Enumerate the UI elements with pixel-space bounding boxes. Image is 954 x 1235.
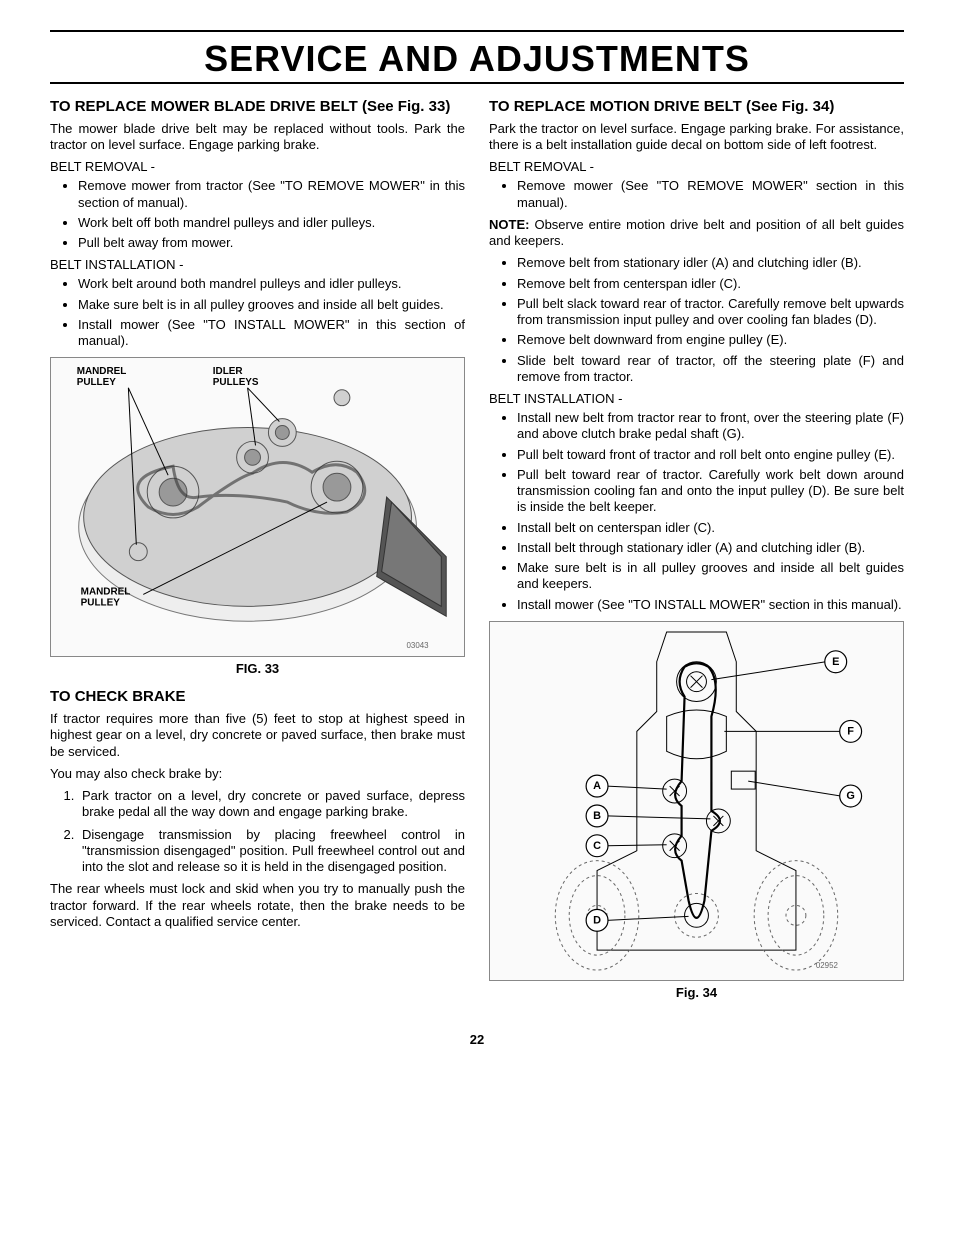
svg-text:G: G: [846, 790, 855, 802]
list-item: Install mower (See "TO INSTALL MOWER" in…: [78, 317, 465, 350]
list-item: Make sure belt is in all pulley grooves …: [517, 560, 904, 593]
intro-blade-belt: The mower blade drive belt may be replac…: [50, 121, 465, 154]
figure-33: MANDRELPULLEY IDLERPULLEYS MANDRELPULLEY…: [50, 357, 465, 657]
two-column-layout: TO REPLACE MOWER BLADE DRIVE BELT (See F…: [50, 98, 904, 1012]
right-column: TO REPLACE MOTION DRIVE BELT (See Fig. 3…: [489, 98, 904, 1012]
fig33-partnum: 03043: [406, 641, 429, 650]
note-line: NOTE: Observe entire motion drive belt a…: [489, 217, 904, 250]
intro-motion-belt: Park the tractor on level surface. Engag…: [489, 121, 904, 154]
callout-F: F: [840, 720, 862, 742]
heading-check-brake: TO CHECK BRAKE: [50, 688, 465, 707]
list-item: Work belt around both mandrel pulleys an…: [78, 276, 465, 292]
list-motion-install: Install new belt from tractor rear to fr…: [489, 410, 904, 613]
note-text: Observe entire motion drive belt and pos…: [489, 217, 904, 248]
list-item: Remove mower from tractor (See "TO REMOV…: [78, 178, 465, 211]
label-belt-install-right: BELT INSTALLATION -: [489, 391, 904, 406]
list-item: Pull belt away from mower.: [78, 235, 465, 251]
page-title: SERVICE AND ADJUSTMENTS: [50, 38, 904, 80]
list-blade-removal: Remove mower from tractor (See "TO REMOV…: [50, 178, 465, 251]
list-item: Remove belt from stationary idler (A) an…: [517, 255, 904, 271]
list-item: Remove belt downward from engine pulley …: [517, 332, 904, 348]
list-item: Pull belt toward front of tractor and ro…: [517, 447, 904, 463]
callout-E: E: [825, 651, 847, 673]
list-item: Install belt through stationary idler (A…: [517, 540, 904, 556]
fig33-label-mandrel-top: MANDRELPULLEY: [77, 366, 127, 388]
figure-34: E F G A B C D 02952: [489, 621, 904, 981]
list-item: Remove belt from centerspan idler (C).: [517, 276, 904, 292]
svg-text:D: D: [593, 914, 601, 926]
fig34-caption: Fig. 34: [489, 985, 904, 1000]
brake-p3: The rear wheels must lock and skid when …: [50, 881, 465, 930]
brake-p1: If tractor requires more than five (5) f…: [50, 711, 465, 760]
fig33-label-idler: IDLERPULLEYS: [213, 366, 259, 388]
svg-text:F: F: [847, 725, 854, 737]
label-belt-removal-right: BELT REMOVAL -: [489, 159, 904, 174]
fig33-caption: FIG. 33: [50, 661, 465, 676]
svg-text:A: A: [593, 780, 601, 792]
list-item: Disengage transmission by placing freewh…: [78, 827, 465, 876]
rule-bottom: [50, 82, 904, 84]
rule-top: [50, 30, 904, 32]
svg-text:C: C: [593, 840, 601, 852]
list-item: Install new belt from tractor rear to fr…: [517, 410, 904, 443]
callout-C: C: [586, 835, 608, 857]
brake-p2: You may also check brake by:: [50, 766, 465, 782]
list-item: Install mower (See "TO INSTALL MOWER" se…: [517, 597, 904, 613]
brake-steps: Park tractor on a level, dry concrete or…: [50, 788, 465, 875]
callout-B: B: [586, 805, 608, 827]
fig34-partnum: 02952: [816, 961, 839, 970]
page-number: 22: [50, 1032, 904, 1047]
heading-replace-motion-belt: TO REPLACE MOTION DRIVE BELT (See Fig. 3…: [489, 98, 904, 117]
list-item: Make sure belt is in all pulley grooves …: [78, 297, 465, 313]
list-item: Remove mower (See "TO REMOVE MOWER" sect…: [517, 178, 904, 211]
heading-replace-blade-belt: TO REPLACE MOWER BLADE DRIVE BELT (See F…: [50, 98, 465, 117]
callout-D: D: [586, 909, 608, 931]
list-motion-removal2: Remove belt from stationary idler (A) an…: [489, 255, 904, 385]
list-item: Install belt on centerspan idler (C).: [517, 520, 904, 536]
label-belt-removal-left: BELT REMOVAL -: [50, 159, 465, 174]
list-item: Work belt off both mandrel pulleys and i…: [78, 215, 465, 231]
list-blade-install: Work belt around both mandrel pulleys an…: [50, 276, 465, 349]
svg-text:B: B: [593, 810, 601, 822]
list-item: Pull belt slack toward rear of tractor. …: [517, 296, 904, 329]
list-item: Pull belt toward rear of tractor. Carefu…: [517, 467, 904, 516]
label-belt-install-left: BELT INSTALLATION -: [50, 257, 465, 272]
left-column: TO REPLACE MOWER BLADE DRIVE BELT (See F…: [50, 98, 465, 1012]
callout-G: G: [840, 785, 862, 807]
svg-text:E: E: [832, 656, 839, 668]
fig33-label-mandrel-bottom: MANDRELPULLEY: [81, 587, 131, 609]
callout-A: A: [586, 775, 608, 797]
list-item: Slide belt toward rear of tractor, off t…: [517, 353, 904, 386]
list-item: Park tractor on a level, dry concrete or…: [78, 788, 465, 821]
note-label: NOTE:: [489, 217, 529, 232]
list-motion-removal1: Remove mower (See "TO REMOVE MOWER" sect…: [489, 178, 904, 211]
